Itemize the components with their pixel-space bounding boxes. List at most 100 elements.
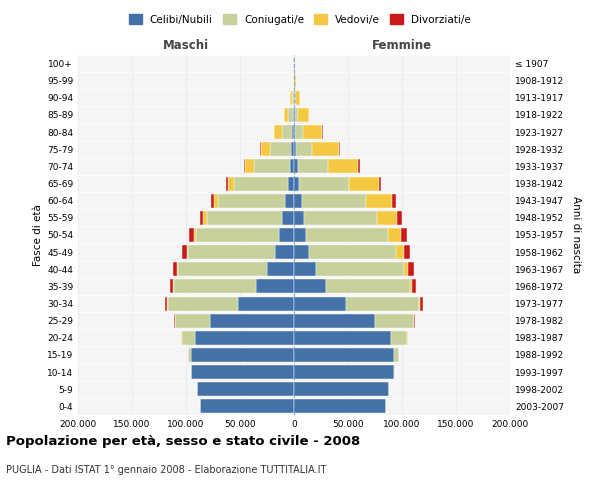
Bar	[294, 348, 394, 362]
Bar	[367, 194, 392, 207]
Bar	[182, 245, 187, 259]
Bar	[175, 314, 210, 328]
Bar	[294, 400, 386, 413]
Bar	[379, 176, 382, 190]
Bar	[313, 142, 340, 156]
Bar	[412, 280, 415, 293]
Bar	[392, 194, 396, 207]
Bar	[404, 245, 410, 259]
Legend: Celibi/Nubili, Coniugati/e, Vedovi/e, Divorziati/e: Celibi/Nubili, Coniugati/e, Vedovi/e, Di…	[125, 10, 475, 29]
Bar	[304, 211, 377, 225]
Bar	[294, 262, 316, 276]
Bar	[245, 160, 254, 173]
Bar	[295, 125, 302, 139]
Bar	[358, 160, 359, 173]
Bar	[290, 91, 292, 105]
Bar	[284, 108, 288, 122]
Bar	[182, 331, 194, 345]
Bar	[286, 194, 294, 207]
Bar	[238, 296, 294, 310]
Bar	[404, 262, 409, 276]
Bar	[267, 262, 294, 276]
Bar	[260, 142, 261, 156]
Bar	[394, 365, 395, 379]
Bar	[294, 382, 389, 396]
Bar	[188, 348, 191, 362]
Text: Maschi: Maschi	[163, 38, 209, 52]
Bar	[244, 160, 245, 173]
Bar	[294, 160, 298, 173]
Bar	[349, 176, 379, 190]
Bar	[194, 228, 196, 242]
Bar	[388, 228, 401, 242]
Bar	[211, 194, 214, 207]
Bar	[409, 262, 414, 276]
Bar	[294, 280, 326, 293]
Bar	[294, 331, 391, 345]
Bar	[375, 314, 414, 328]
Bar	[346, 296, 419, 310]
Text: Femmine: Femmine	[372, 38, 432, 52]
Bar	[191, 348, 294, 362]
Y-axis label: Fasce di età: Fasce di età	[33, 204, 43, 266]
Bar	[302, 194, 367, 207]
Bar	[298, 160, 328, 173]
Bar	[288, 176, 294, 190]
Bar	[391, 331, 407, 345]
Bar	[294, 142, 296, 156]
Bar	[295, 91, 300, 105]
Bar	[187, 245, 188, 259]
Bar	[166, 296, 167, 310]
Bar	[294, 211, 304, 225]
Bar	[270, 142, 292, 156]
Bar	[288, 108, 293, 122]
Y-axis label: Anni di nascita: Anni di nascita	[571, 196, 581, 274]
Bar	[395, 245, 404, 259]
Bar	[294, 296, 346, 310]
Bar	[261, 142, 270, 156]
Bar	[292, 142, 294, 156]
Bar	[281, 125, 292, 139]
Bar	[234, 176, 288, 190]
Bar	[401, 228, 407, 242]
Text: Popolazione per età, sesso e stato civile - 2008: Popolazione per età, sesso e stato civil…	[6, 435, 360, 448]
Bar	[200, 400, 294, 413]
Bar	[282, 211, 294, 225]
Bar	[254, 160, 290, 173]
Bar	[410, 280, 412, 293]
Bar	[296, 142, 313, 156]
Bar	[377, 211, 397, 225]
Bar	[199, 211, 203, 225]
Bar	[306, 228, 388, 242]
Bar	[227, 176, 234, 190]
Bar	[302, 125, 322, 139]
Bar	[295, 108, 298, 122]
Text: PUGLIA - Dati ISTAT 1° gennaio 2008 - Elaborazione TUTTITALIA.IT: PUGLIA - Dati ISTAT 1° gennaio 2008 - El…	[6, 465, 326, 475]
Bar	[174, 280, 256, 293]
Bar	[167, 296, 238, 310]
Bar	[170, 280, 173, 293]
Bar	[292, 125, 294, 139]
Bar	[214, 194, 218, 207]
Bar	[421, 296, 422, 310]
Bar	[290, 160, 294, 173]
Bar	[206, 211, 282, 225]
Bar	[419, 296, 421, 310]
Bar	[178, 262, 267, 276]
Bar	[294, 314, 375, 328]
Bar	[394, 348, 399, 362]
Bar	[188, 245, 275, 259]
Bar	[397, 211, 402, 225]
Bar	[173, 280, 174, 293]
Bar	[203, 211, 206, 225]
Bar	[256, 280, 294, 293]
Bar	[294, 228, 306, 242]
Bar	[275, 245, 294, 259]
Bar	[218, 194, 286, 207]
Bar	[191, 365, 294, 379]
Bar	[173, 262, 178, 276]
Bar	[299, 176, 349, 190]
Bar	[293, 108, 294, 122]
Bar	[298, 108, 308, 122]
Bar	[294, 125, 295, 139]
